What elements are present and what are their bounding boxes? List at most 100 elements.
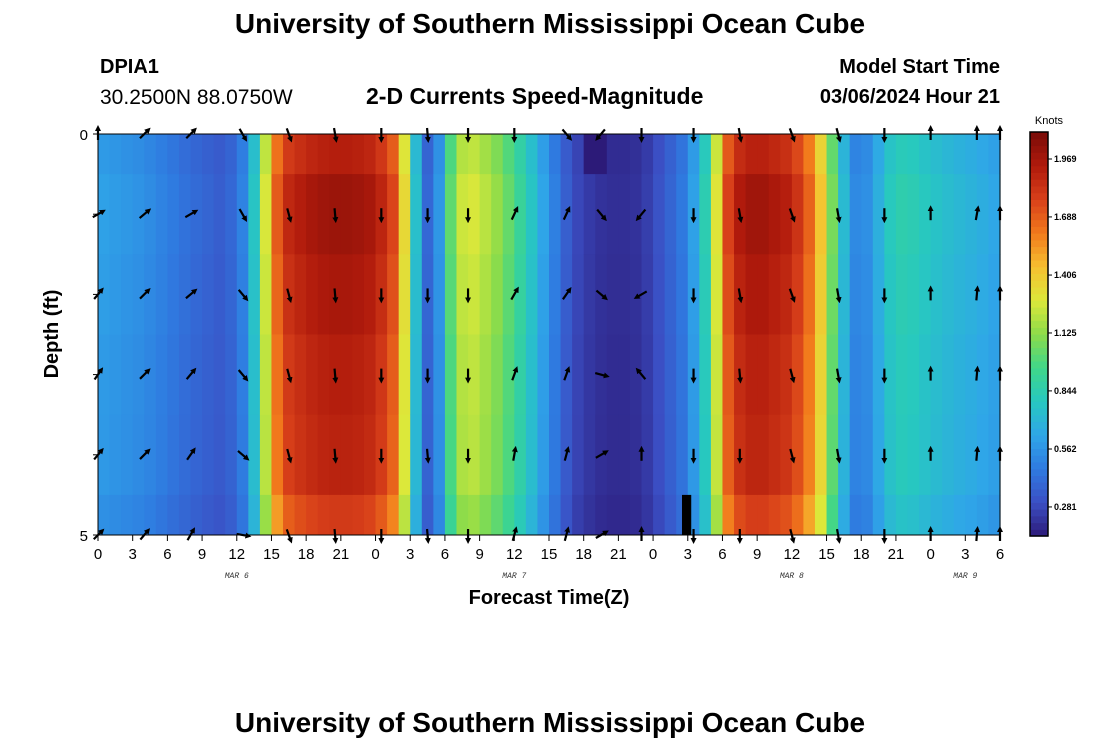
heatmap-cell xyxy=(155,494,168,536)
heatmap-cell xyxy=(814,494,828,536)
heatmap-cell xyxy=(294,174,307,255)
heatmap-cell xyxy=(745,494,758,536)
heatmap-cell xyxy=(884,254,897,335)
heatmap-cell xyxy=(132,334,145,416)
colorbar-band xyxy=(1030,199,1048,207)
heatmap-cell xyxy=(468,134,481,175)
heatmap-cell xyxy=(988,134,1001,175)
heatmap-cell xyxy=(132,174,145,255)
colorbar-band xyxy=(1030,300,1048,308)
heatmap-cell xyxy=(259,134,273,175)
heatmap-cell xyxy=(872,254,885,335)
heatmap-cell xyxy=(167,334,180,416)
heatmap-cell xyxy=(606,334,619,416)
heatmap-cell xyxy=(965,134,978,175)
heatmap-cell xyxy=(942,414,955,496)
heatmap-cell xyxy=(375,494,388,536)
heatmap-cell xyxy=(803,254,816,335)
heatmap-cell xyxy=(491,134,504,175)
heatmap-cell xyxy=(641,174,654,255)
heatmap-cell xyxy=(653,414,666,496)
heatmap-cell xyxy=(641,414,654,496)
heatmap-cell xyxy=(410,254,423,335)
heatmap-cell xyxy=(653,134,666,175)
heatmap-cell xyxy=(225,494,238,536)
x-axis-title: Forecast Time(Z) xyxy=(469,587,630,609)
model-start-time: 03/06/2024 Hour 21 xyxy=(819,86,1000,108)
colorbar-band xyxy=(1030,428,1048,436)
current-vector-arrow xyxy=(237,369,249,382)
colorbar-band xyxy=(1030,212,1048,221)
heatmap-cell xyxy=(791,334,805,416)
date-label: MAR 9 xyxy=(953,572,977,581)
heatmap-cell xyxy=(826,254,839,335)
heatmap-cell xyxy=(387,414,400,496)
heatmap-cell xyxy=(549,334,562,416)
heatmap-cell xyxy=(502,254,515,335)
heatmap-cell xyxy=(178,174,192,255)
colorbar-band xyxy=(1030,239,1048,248)
current-vector-arrow xyxy=(332,368,339,384)
heatmap-cell xyxy=(155,174,168,255)
heatmap-cell xyxy=(283,494,296,536)
heatmap-cell xyxy=(838,414,851,496)
heatmap-cell xyxy=(491,494,504,536)
heatmap-cell xyxy=(549,254,562,335)
heatmap-cell xyxy=(757,494,770,536)
heatmap-cell xyxy=(329,134,342,175)
heatmap-cell xyxy=(664,174,677,255)
heatmap-cell xyxy=(549,414,562,496)
heatmap-cell xyxy=(664,254,677,335)
heatmap-cell xyxy=(895,494,909,536)
x-tick-label: 21 xyxy=(610,546,627,563)
date-label: MAR 6 xyxy=(225,572,249,581)
heatmap-cell xyxy=(826,334,839,416)
heatmap-cell xyxy=(225,334,238,416)
heatmap-cell xyxy=(849,254,862,335)
x-axis: 0 3 6 9 12 15 18 21 0 3 6 9 12 15 18 21 0 3 6 9 12 15 18 21 0 3 6 M… xyxy=(94,535,1004,581)
heatmap-cell xyxy=(202,414,215,496)
heatmap-cell xyxy=(549,174,562,255)
heatmap-cell xyxy=(710,174,724,255)
x-tick-label: 12 xyxy=(506,546,523,563)
heatmap-cell xyxy=(514,174,527,255)
heatmap-cell xyxy=(803,174,816,255)
current-vector-arrow xyxy=(563,446,571,461)
heatmap-cell xyxy=(213,174,226,255)
current-vector-arrow xyxy=(424,448,431,464)
heatmap-cell xyxy=(930,334,943,416)
heatmap-cell xyxy=(919,174,932,255)
heatmap-cell xyxy=(202,254,215,335)
heatmap-cell xyxy=(572,414,585,496)
heatmap-cell xyxy=(965,334,978,416)
heatmap-cell xyxy=(965,174,978,255)
colorbar-band xyxy=(1030,233,1048,241)
heatmap-cell xyxy=(248,414,261,496)
heatmap-cell xyxy=(861,334,874,416)
heatmap-cell xyxy=(317,334,330,416)
heatmap-cell xyxy=(768,134,781,175)
heatmap-cell xyxy=(838,134,851,175)
colorbar-band xyxy=(1030,354,1048,362)
heatmap-cell xyxy=(549,134,562,175)
current-vector-arrow xyxy=(286,448,293,464)
heatmap-cell xyxy=(907,134,920,175)
heatmap-cell xyxy=(629,174,643,255)
current-vector-arrow xyxy=(835,208,842,224)
heatmap-cell xyxy=(965,254,978,335)
heatmap-cell xyxy=(352,414,365,496)
heatmap-cell xyxy=(456,414,469,496)
heatmap-cell xyxy=(861,134,874,175)
heatmap-cell xyxy=(444,254,458,335)
heatmap-cell xyxy=(340,414,354,496)
colorbar-band xyxy=(1030,273,1048,281)
x-tick-label: 6 xyxy=(718,546,726,563)
heatmap-cell xyxy=(178,494,192,536)
heatmap-cell xyxy=(710,334,724,416)
current-vector-arrow xyxy=(332,448,339,464)
heatmap-cell xyxy=(895,254,909,335)
current-vector-arrow xyxy=(286,208,293,223)
currents-heatmap-chart: 0 3 6 9 12 15 18 21 0 3 6 9 12 15 18 21 0 3 6 9 12 15 18 21 0 3 6 M… xyxy=(41,115,1077,609)
colorbar-band xyxy=(1030,408,1048,416)
heatmap-cell xyxy=(641,134,654,175)
